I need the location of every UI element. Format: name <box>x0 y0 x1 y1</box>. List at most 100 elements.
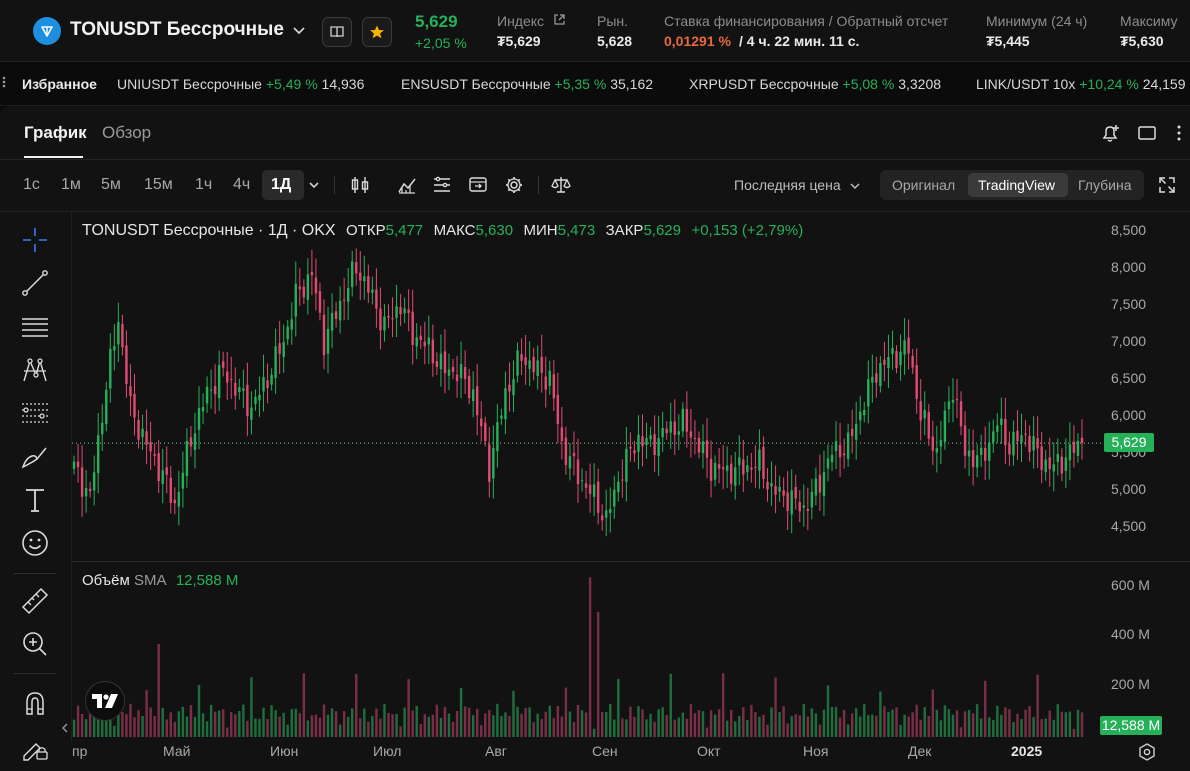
book-button[interactable] <box>322 17 352 47</box>
gear-icon[interactable] <box>503 175 525 195</box>
candle-body <box>778 487 781 492</box>
candle-body <box>322 314 326 356</box>
pattern-icon[interactable] <box>20 355 50 385</box>
ticker-price: 24,159 <box>1142 76 1186 92</box>
brush-icon[interactable] <box>20 442 50 472</box>
candle-body <box>822 472 826 497</box>
ticker-item[interactable]: XRPUSDT Бессрочные +5,08 % 3,3208 <box>689 76 941 92</box>
view-mode-original[interactable]: Оригинал <box>892 177 956 193</box>
candle-body <box>967 450 971 457</box>
timeframe-5m[interactable]: 5м <box>101 176 121 193</box>
text-tool-icon[interactable] <box>20 485 50 515</box>
volume-bar <box>96 706 100 737</box>
y-tick: 7,500 <box>1111 296 1147 312</box>
chart-legend: TONUSDT Бессрочные · 1Д · OKX ОТКР5,477 … <box>82 222 803 240</box>
candle-body <box>645 438 648 446</box>
candle-body <box>217 364 221 399</box>
candle-body <box>266 380 269 388</box>
candle-body <box>609 508 612 513</box>
volume-bar <box>867 715 870 737</box>
volume-bar <box>475 708 479 737</box>
index-label: Индекс <box>497 13 545 29</box>
horizontal-lines-icon[interactable] <box>20 312 50 342</box>
favorites-label[interactable]: Избранное <box>22 76 97 92</box>
timeframe-15m[interactable]: 15м <box>144 176 173 193</box>
volume-bar <box>84 719 88 737</box>
fib-levels-icon[interactable] <box>20 398 50 428</box>
candle-body <box>355 262 358 274</box>
external-link-icon[interactable] <box>553 13 566 26</box>
candle-body <box>959 401 963 427</box>
volume-bar <box>939 720 943 737</box>
ticker-name: UNIUSDT Бессрочные <box>117 76 262 92</box>
y-tick: 4,500 <box>1111 518 1147 534</box>
zoom-in-icon[interactable] <box>20 629 50 659</box>
ticker-item[interactable]: ENSUSDT Бессрочные +5,35 % 35,162 <box>401 76 653 92</box>
symbol-title[interactable]: TONUSDT Бессрочные <box>70 19 284 40</box>
volume-bar <box>709 710 713 737</box>
candle-body <box>637 434 640 452</box>
ticker-more-icon[interactable] <box>2 75 6 89</box>
timeframe-chevron-icon[interactable] <box>307 178 321 192</box>
volume-bar <box>423 714 426 737</box>
candle-body <box>330 312 334 331</box>
indicators-icon[interactable] <box>396 175 418 195</box>
replay-icon[interactable] <box>467 175 489 195</box>
candle-body <box>314 277 318 294</box>
volume-bar <box>584 712 588 737</box>
ruler-icon[interactable] <box>20 586 50 616</box>
tradingview-logo[interactable] <box>85 681 125 721</box>
price-chart[interactable] <box>72 212 1102 742</box>
timeframe-1d[interactable]: 1Д <box>271 176 292 193</box>
candle-body <box>657 438 660 456</box>
tab-chart[interactable]: График <box>24 123 87 142</box>
view-mode-tradingview[interactable]: TradingView <box>978 177 1056 193</box>
volume-bar <box>818 724 822 737</box>
magnet-icon[interactable] <box>20 688 50 718</box>
scales-icon[interactable] <box>550 175 572 195</box>
timeframe-1h[interactable]: 1ч <box>195 176 213 193</box>
candles-icon[interactable] <box>349 175 371 195</box>
legend-title: TONUSDT Бессрочные · 1Д · OKX <box>82 222 336 239</box>
lock-draw-icon[interactable] <box>20 732 50 762</box>
candle-body <box>1000 418 1003 425</box>
x-tick: 2025 <box>1011 743 1043 759</box>
view-mode-depth[interactable]: Глубина <box>1078 177 1132 193</box>
timeframe-1d-active[interactable] <box>262 170 304 200</box>
ticker-item[interactable]: UNIUSDT Бессрочные +5,49 % 14,936 <box>117 76 364 92</box>
crosshair-icon[interactable] <box>20 225 50 255</box>
trend-line-icon[interactable] <box>20 268 50 298</box>
volume-bar <box>859 716 862 737</box>
volume-bar <box>891 709 894 737</box>
y-tick: 5,000 <box>1111 481 1147 497</box>
timeframe-1s[interactable]: 1с <box>23 176 40 193</box>
volume-bar <box>935 709 939 737</box>
volume-bar <box>943 705 947 737</box>
volume-bar <box>721 673 725 737</box>
more-vertical-icon[interactable] <box>1176 124 1182 142</box>
tab-overview[interactable]: Обзор <box>102 123 152 142</box>
candle-body <box>286 326 289 340</box>
price-type-select[interactable]: Последняя цена <box>734 177 861 193</box>
list-settings-icon[interactable] <box>431 175 453 195</box>
axis-settings-gear-icon[interactable] <box>1137 742 1157 762</box>
candle-body <box>738 457 741 466</box>
volume-bar <box>145 690 148 737</box>
chevron-down-icon[interactable] <box>291 22 307 38</box>
collapse-sidebar-icon[interactable] <box>61 722 69 734</box>
volume-bar <box>899 725 902 737</box>
timeframe-4h[interactable]: 4ч <box>233 176 251 193</box>
timeframe-1m[interactable]: 1м <box>61 176 81 193</box>
layout-icon[interactable] <box>1137 124 1157 142</box>
candle-body <box>1028 435 1031 453</box>
fullscreen-icon[interactable] <box>1157 175 1177 195</box>
candle-body <box>221 361 225 368</box>
emoji-icon[interactable] <box>20 528 50 558</box>
candle-body <box>258 394 261 401</box>
candle-body <box>685 408 689 432</box>
candle-body <box>774 486 777 495</box>
candle-body <box>173 499 177 504</box>
favorite-button[interactable] <box>362 17 392 47</box>
alert-add-icon[interactable] <box>1100 122 1122 144</box>
ticker-item[interactable]: LINK/USDT 10x +10,24 % 24,159 <box>976 76 1186 92</box>
